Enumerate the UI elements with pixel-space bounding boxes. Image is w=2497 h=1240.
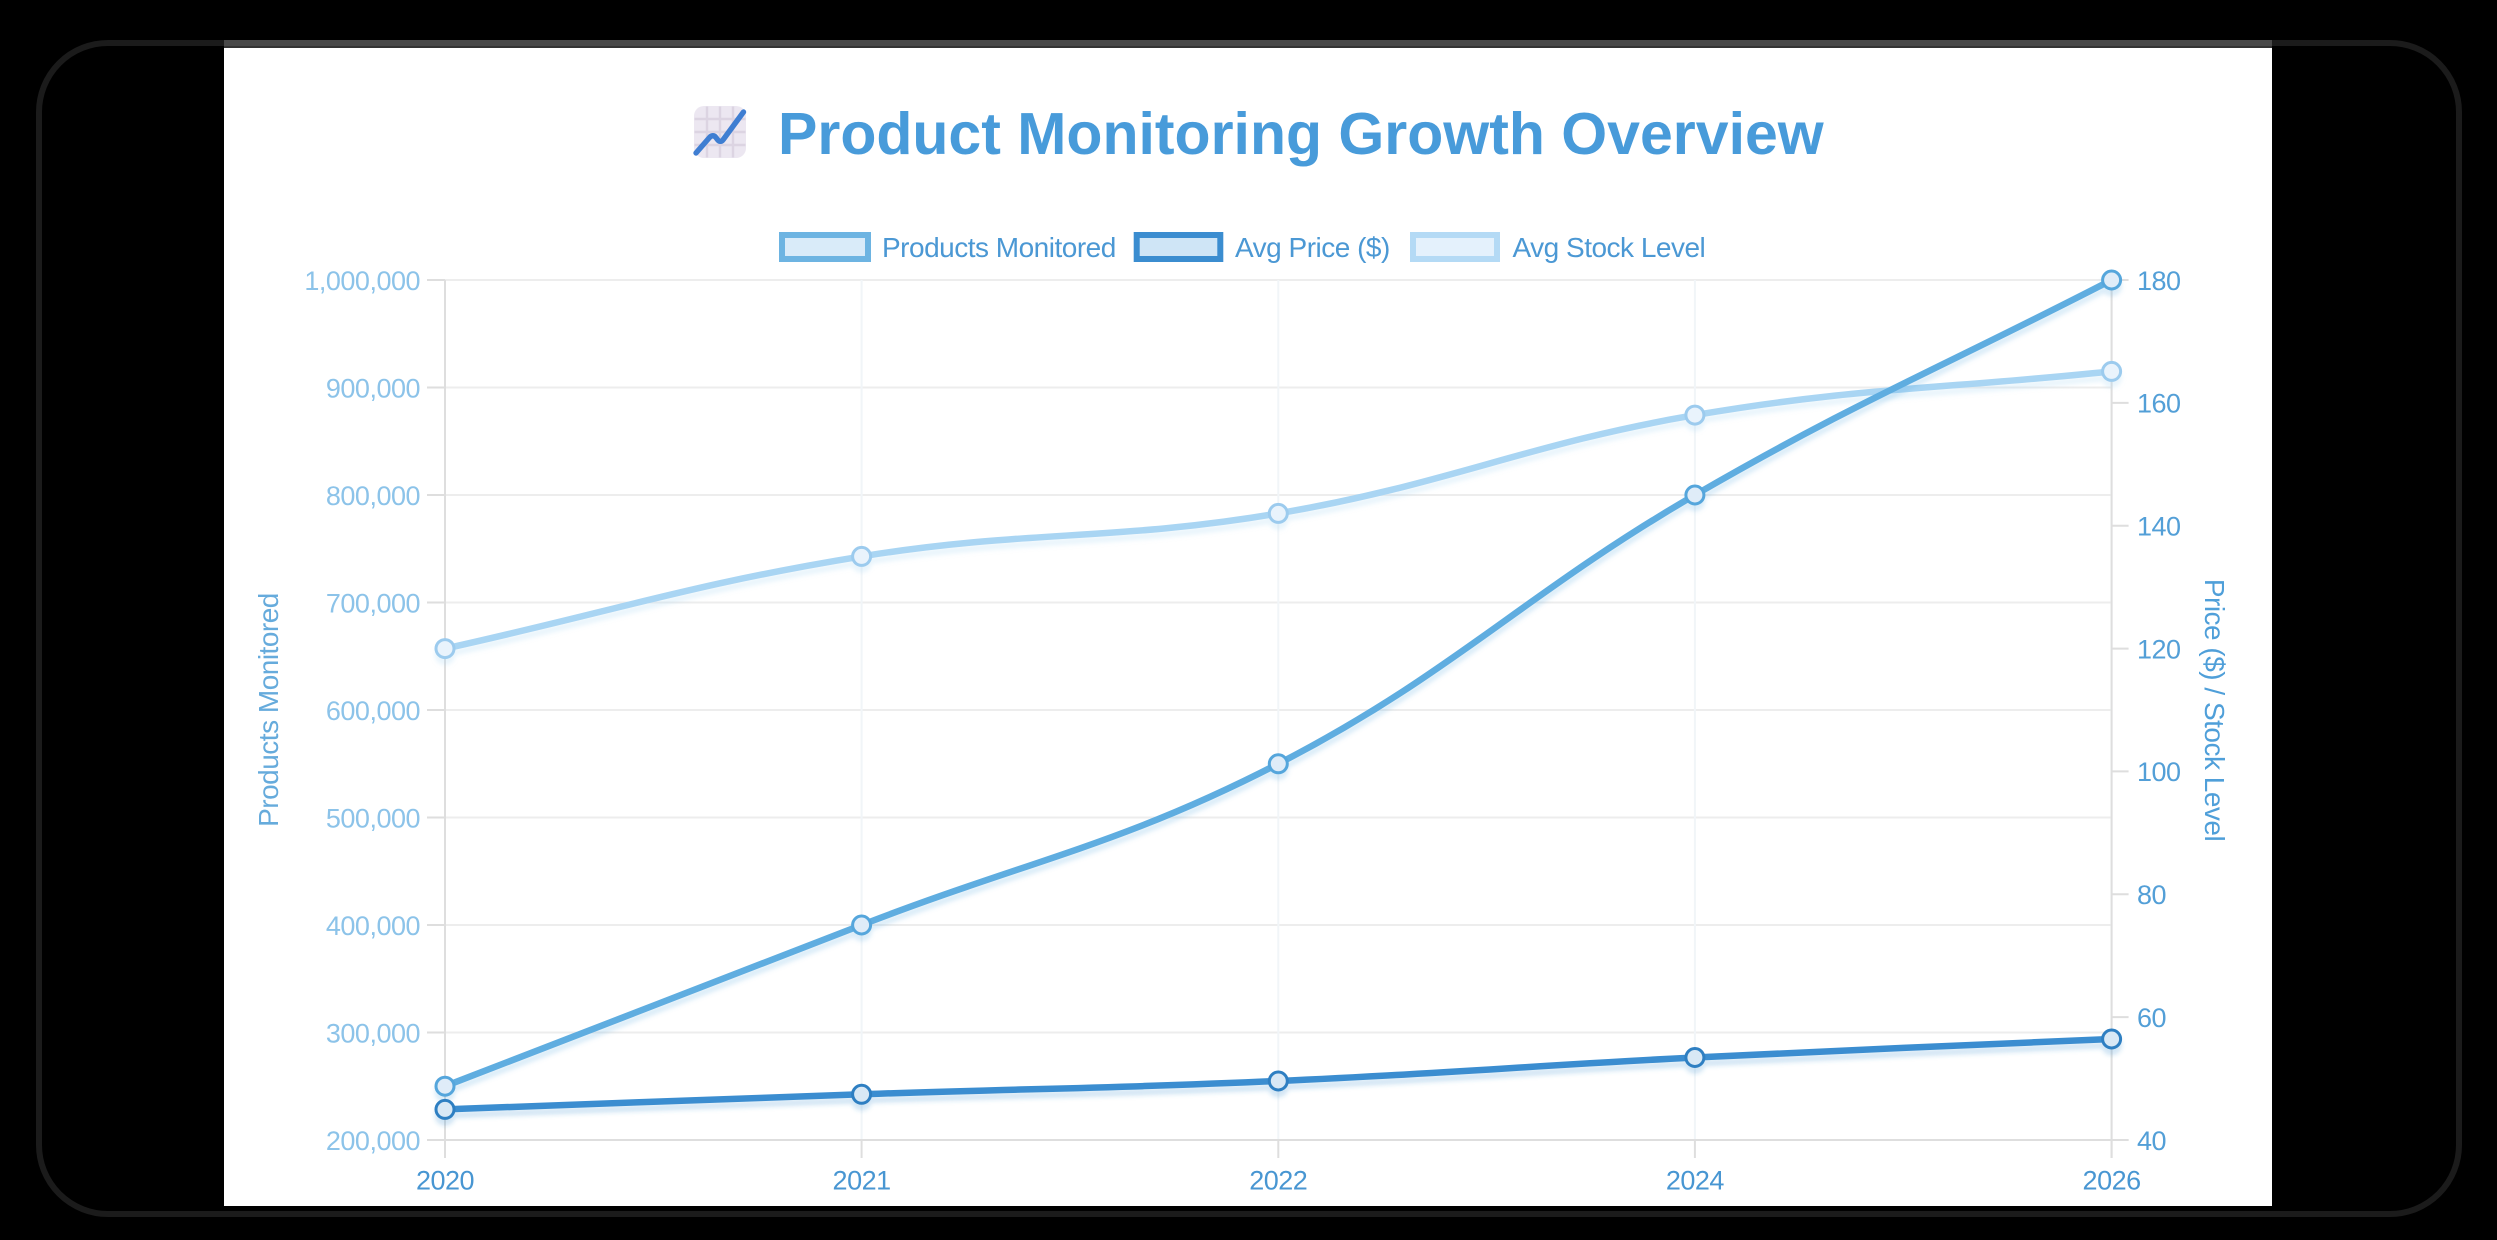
svg-text:160: 160 (2137, 389, 2181, 419)
svg-text:Products Monitored: Products Monitored (882, 232, 1116, 263)
svg-text:180: 180 (2137, 266, 2181, 296)
svg-text:40: 40 (2137, 1126, 2166, 1156)
svg-text:Avg Price ($): Avg Price ($) (1235, 232, 1390, 263)
svg-text:500,000: 500,000 (326, 803, 420, 833)
svg-text:Price ($) / Stock Level: Price ($) / Stock Level (2199, 579, 2230, 841)
svg-text:Avg Stock Level: Avg Stock Level (1513, 232, 1706, 263)
svg-text:600,000: 600,000 (326, 696, 420, 726)
svg-text:800,000: 800,000 (326, 481, 420, 511)
svg-text:80: 80 (2137, 880, 2166, 910)
svg-text:100: 100 (2137, 757, 2181, 787)
svg-text:120: 120 (2137, 634, 2181, 664)
svg-text:60: 60 (2137, 1003, 2166, 1033)
svg-text:2022: 2022 (1249, 1166, 1307, 1196)
svg-text:200,000: 200,000 (326, 1126, 420, 1156)
svg-text:300,000: 300,000 (326, 1018, 420, 1048)
svg-text:140: 140 (2137, 512, 2181, 542)
svg-text:2024: 2024 (1666, 1166, 1725, 1196)
svg-text:400,000: 400,000 (326, 911, 420, 941)
svg-text:1,000,000: 1,000,000 (304, 266, 420, 296)
svg-text:700,000: 700,000 (326, 588, 420, 618)
svg-text:900,000: 900,000 (326, 373, 420, 403)
svg-text:Products Monitored: Products Monitored (253, 593, 284, 827)
svg-text:2021: 2021 (833, 1166, 891, 1196)
svg-text:2020: 2020 (416, 1166, 474, 1196)
svg-text:2026: 2026 (2083, 1166, 2141, 1196)
